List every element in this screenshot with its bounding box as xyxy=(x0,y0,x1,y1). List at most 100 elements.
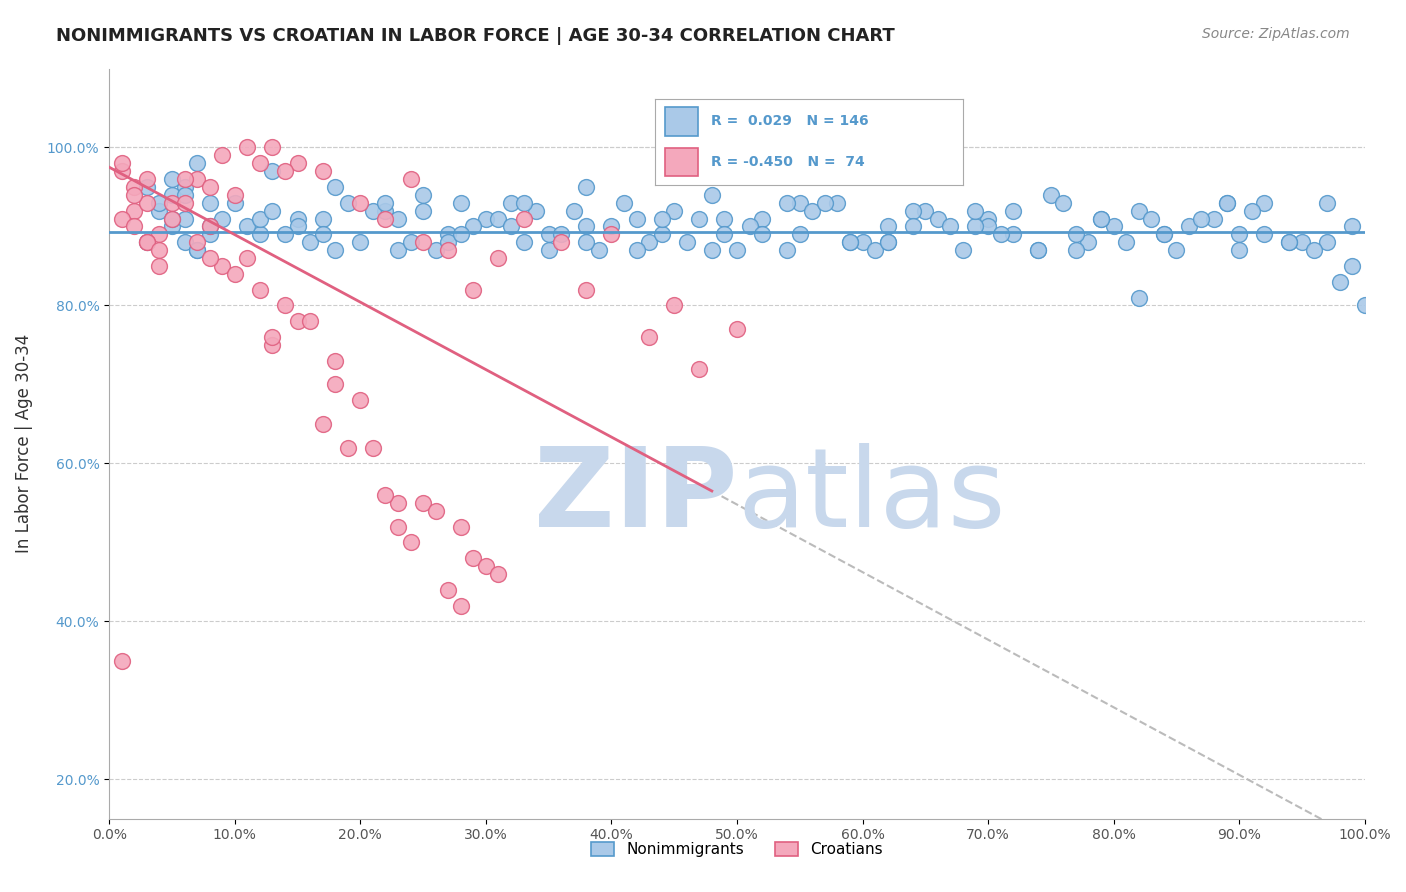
Point xyxy=(851,235,873,250)
Point xyxy=(1026,243,1049,257)
Point xyxy=(1090,211,1112,226)
Point xyxy=(901,219,924,234)
Point xyxy=(148,243,170,257)
Point xyxy=(486,211,509,226)
Point xyxy=(198,195,221,210)
Text: ZIP: ZIP xyxy=(534,442,737,549)
Point xyxy=(688,361,710,376)
Point xyxy=(814,195,837,210)
Point xyxy=(1191,211,1213,226)
Point xyxy=(287,219,309,234)
Point xyxy=(323,353,346,368)
Point xyxy=(588,243,610,257)
Point xyxy=(249,211,271,226)
Point xyxy=(512,235,534,250)
Point xyxy=(664,203,686,218)
Point xyxy=(1077,235,1099,250)
Point xyxy=(1278,235,1301,250)
Point xyxy=(512,195,534,210)
Point xyxy=(600,219,623,234)
Point xyxy=(387,519,409,533)
Point xyxy=(876,235,898,250)
Point xyxy=(124,180,146,194)
Point xyxy=(425,243,447,257)
Point xyxy=(1102,219,1125,234)
Point xyxy=(751,211,773,226)
Point xyxy=(1240,203,1263,218)
Point xyxy=(1215,195,1237,210)
Point xyxy=(135,180,157,194)
Point xyxy=(450,195,472,210)
Point xyxy=(1052,195,1074,210)
Point xyxy=(323,180,346,194)
Point xyxy=(977,219,1000,234)
Point xyxy=(463,219,485,234)
Point xyxy=(990,227,1012,242)
Point xyxy=(186,243,208,257)
Point xyxy=(111,156,134,170)
Point xyxy=(160,211,183,226)
Point xyxy=(1341,219,1364,234)
Point xyxy=(349,195,371,210)
Point xyxy=(901,203,924,218)
Point xyxy=(562,203,585,218)
Point xyxy=(160,211,183,226)
Point xyxy=(1153,227,1175,242)
Point xyxy=(374,203,396,218)
Point xyxy=(789,227,811,242)
Point xyxy=(1215,195,1237,210)
Point xyxy=(299,314,322,328)
Point xyxy=(1178,219,1201,234)
Point xyxy=(965,219,987,234)
Point xyxy=(186,243,208,257)
Point xyxy=(499,219,522,234)
Point xyxy=(801,203,824,218)
Point xyxy=(1341,259,1364,273)
Point xyxy=(111,164,134,178)
Point xyxy=(148,203,170,218)
Point xyxy=(450,227,472,242)
Point xyxy=(135,235,157,250)
Point xyxy=(1166,243,1188,257)
Point xyxy=(311,211,333,226)
Point xyxy=(1227,243,1250,257)
Point xyxy=(1128,203,1150,218)
Point xyxy=(575,219,598,234)
Text: atlas: atlas xyxy=(737,442,1005,549)
Point xyxy=(512,211,534,226)
Point xyxy=(1115,235,1137,250)
Point xyxy=(148,227,170,242)
Point xyxy=(1227,227,1250,242)
Point xyxy=(1128,291,1150,305)
Point xyxy=(262,338,284,352)
Point xyxy=(374,211,396,226)
Point xyxy=(211,148,233,162)
Point xyxy=(198,219,221,234)
Point xyxy=(387,496,409,510)
Point xyxy=(600,227,623,242)
Point xyxy=(638,330,661,344)
Point xyxy=(463,551,485,566)
Point xyxy=(274,298,297,312)
Point xyxy=(1291,235,1313,250)
Point xyxy=(111,654,134,668)
Point xyxy=(148,195,170,210)
Point xyxy=(311,227,333,242)
Point xyxy=(274,164,297,178)
Point xyxy=(224,195,246,210)
Point xyxy=(1064,227,1087,242)
Point xyxy=(1278,235,1301,250)
Point xyxy=(249,156,271,170)
Point xyxy=(486,251,509,265)
Point xyxy=(664,298,686,312)
Point xyxy=(124,187,146,202)
Text: NONIMMIGRANTS VS CROATIAN IN LABOR FORCE | AGE 30-34 CORRELATION CHART: NONIMMIGRANTS VS CROATIAN IN LABOR FORCE… xyxy=(56,27,896,45)
Point xyxy=(700,187,723,202)
Point xyxy=(186,172,208,186)
Point xyxy=(738,219,761,234)
Point xyxy=(425,504,447,518)
Point xyxy=(412,496,434,510)
Point xyxy=(173,180,195,194)
Point xyxy=(198,219,221,234)
Point xyxy=(311,417,333,431)
